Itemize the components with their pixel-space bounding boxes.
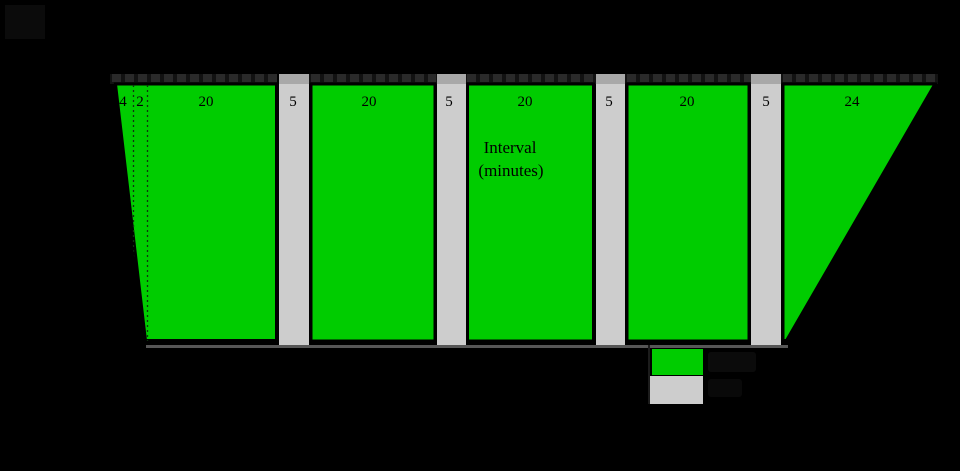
legend-label-illegible-mark-1	[708, 352, 756, 372]
interval-segment-20min-4	[625, 82, 751, 343]
top-cap	[309, 74, 437, 84]
interval-segment-24min	[781, 82, 938, 342]
segment-label-20d: 20	[680, 94, 695, 110]
segment-label-5a: 5	[289, 94, 297, 110]
top-edge-band	[110, 74, 938, 84]
top-cap	[781, 74, 938, 84]
caption-line-1: Interval	[484, 138, 537, 157]
top-cap	[465, 74, 596, 84]
gap-bar-top-shade	[437, 74, 466, 84]
segment-label-20a: 20	[199, 94, 214, 110]
legend-faint-edge	[648, 345, 650, 404]
gap-bar-5min-3	[596, 74, 625, 346]
gap-bar-top-shade	[596, 74, 625, 84]
interval-segments	[113, 82, 938, 343]
segment-labels: 4 2 20 5 20 5 20 5 20 5 24	[119, 94, 860, 110]
gap-bar-top-shade	[751, 74, 781, 84]
legend-gap-swatch	[650, 376, 703, 404]
segment-label-4: 4	[119, 94, 127, 110]
legend-label-illegible-mark-2	[708, 379, 742, 397]
gap-bar-5min-1	[279, 74, 309, 346]
segment-label-20c: 20	[518, 94, 533, 110]
gap-bar-5min-2	[437, 74, 466, 346]
faint-corner-mark	[5, 5, 45, 39]
interval-segment-20min-3	[466, 82, 595, 343]
legend-interval-swatch	[652, 349, 703, 375]
legend	[648, 345, 756, 404]
caption-line-2: (minutes)	[478, 161, 543, 180]
gap-bar-5min-4	[751, 74, 781, 346]
segment-label-5c: 5	[605, 94, 613, 110]
gap-bar-top-shade	[279, 74, 309, 84]
top-cap	[625, 74, 752, 84]
gap-bars	[279, 74, 781, 346]
interval-caption: Interval (minutes)	[478, 138, 543, 180]
segment-label-24: 24	[845, 94, 861, 110]
interval-segment-lead-20min	[113, 82, 278, 342]
segment-label-5b: 5	[445, 94, 453, 110]
segment-label-5d: 5	[762, 94, 770, 110]
interval-segment-20min-2	[309, 82, 437, 343]
segment-label-2: 2	[136, 94, 144, 110]
segment-label-20b: 20	[362, 94, 377, 110]
